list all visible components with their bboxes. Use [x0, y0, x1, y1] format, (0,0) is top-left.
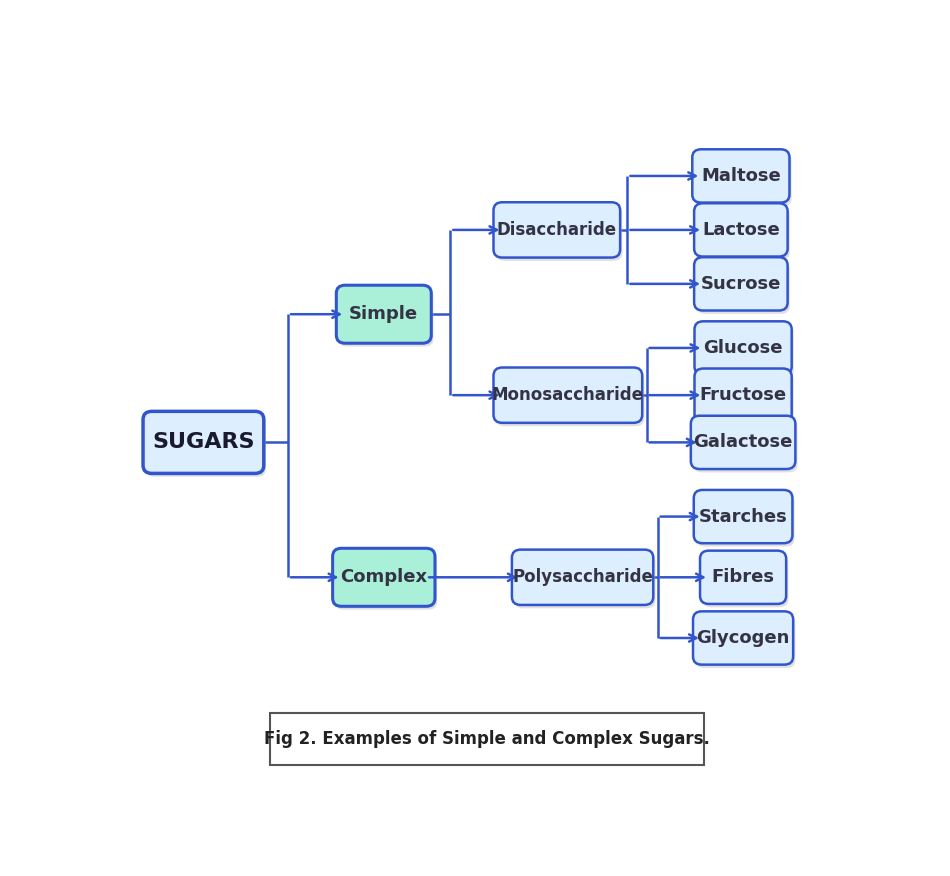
FancyBboxPatch shape [270, 713, 704, 766]
Text: Glycogen: Glycogen [696, 629, 789, 647]
FancyBboxPatch shape [496, 371, 644, 427]
FancyBboxPatch shape [696, 207, 789, 260]
FancyBboxPatch shape [694, 203, 788, 257]
Text: Monosaccharide: Monosaccharide [492, 386, 644, 404]
FancyBboxPatch shape [334, 552, 437, 610]
Text: Lactose: Lactose [702, 221, 780, 239]
FancyBboxPatch shape [702, 554, 788, 607]
FancyBboxPatch shape [696, 372, 794, 425]
FancyBboxPatch shape [493, 368, 642, 423]
Text: Fig 2. Examples of Simple and Complex Sugars.: Fig 2. Examples of Simple and Complex Su… [264, 731, 710, 748]
FancyBboxPatch shape [693, 419, 798, 472]
FancyBboxPatch shape [514, 553, 656, 608]
Text: SUGARS: SUGARS [152, 433, 255, 452]
Text: Sucrose: Sucrose [701, 275, 781, 293]
FancyBboxPatch shape [696, 325, 794, 378]
Text: Glucose: Glucose [703, 339, 783, 357]
FancyBboxPatch shape [143, 412, 264, 473]
FancyBboxPatch shape [700, 551, 787, 604]
Text: Maltose: Maltose [701, 167, 781, 185]
FancyBboxPatch shape [693, 149, 789, 202]
FancyBboxPatch shape [694, 369, 791, 422]
Text: Fructose: Fructose [699, 386, 787, 404]
Text: Starches: Starches [698, 507, 788, 526]
Text: Complex: Complex [340, 569, 428, 586]
Text: Polysaccharide: Polysaccharide [512, 569, 653, 586]
FancyBboxPatch shape [693, 611, 793, 665]
Text: Galactose: Galactose [694, 434, 793, 451]
FancyBboxPatch shape [336, 286, 431, 343]
FancyBboxPatch shape [493, 202, 620, 258]
FancyBboxPatch shape [332, 548, 435, 606]
FancyBboxPatch shape [694, 490, 792, 543]
FancyBboxPatch shape [145, 414, 266, 477]
FancyBboxPatch shape [696, 260, 789, 314]
Text: Disaccharide: Disaccharide [497, 221, 617, 239]
Text: Simple: Simple [350, 305, 418, 323]
Text: Fibres: Fibres [712, 569, 774, 586]
FancyBboxPatch shape [496, 206, 622, 261]
FancyBboxPatch shape [338, 288, 433, 347]
FancyBboxPatch shape [694, 321, 791, 375]
FancyBboxPatch shape [512, 549, 654, 605]
FancyBboxPatch shape [694, 152, 791, 206]
FancyBboxPatch shape [696, 493, 794, 547]
FancyBboxPatch shape [691, 416, 795, 469]
FancyBboxPatch shape [695, 615, 795, 668]
FancyBboxPatch shape [694, 258, 788, 310]
